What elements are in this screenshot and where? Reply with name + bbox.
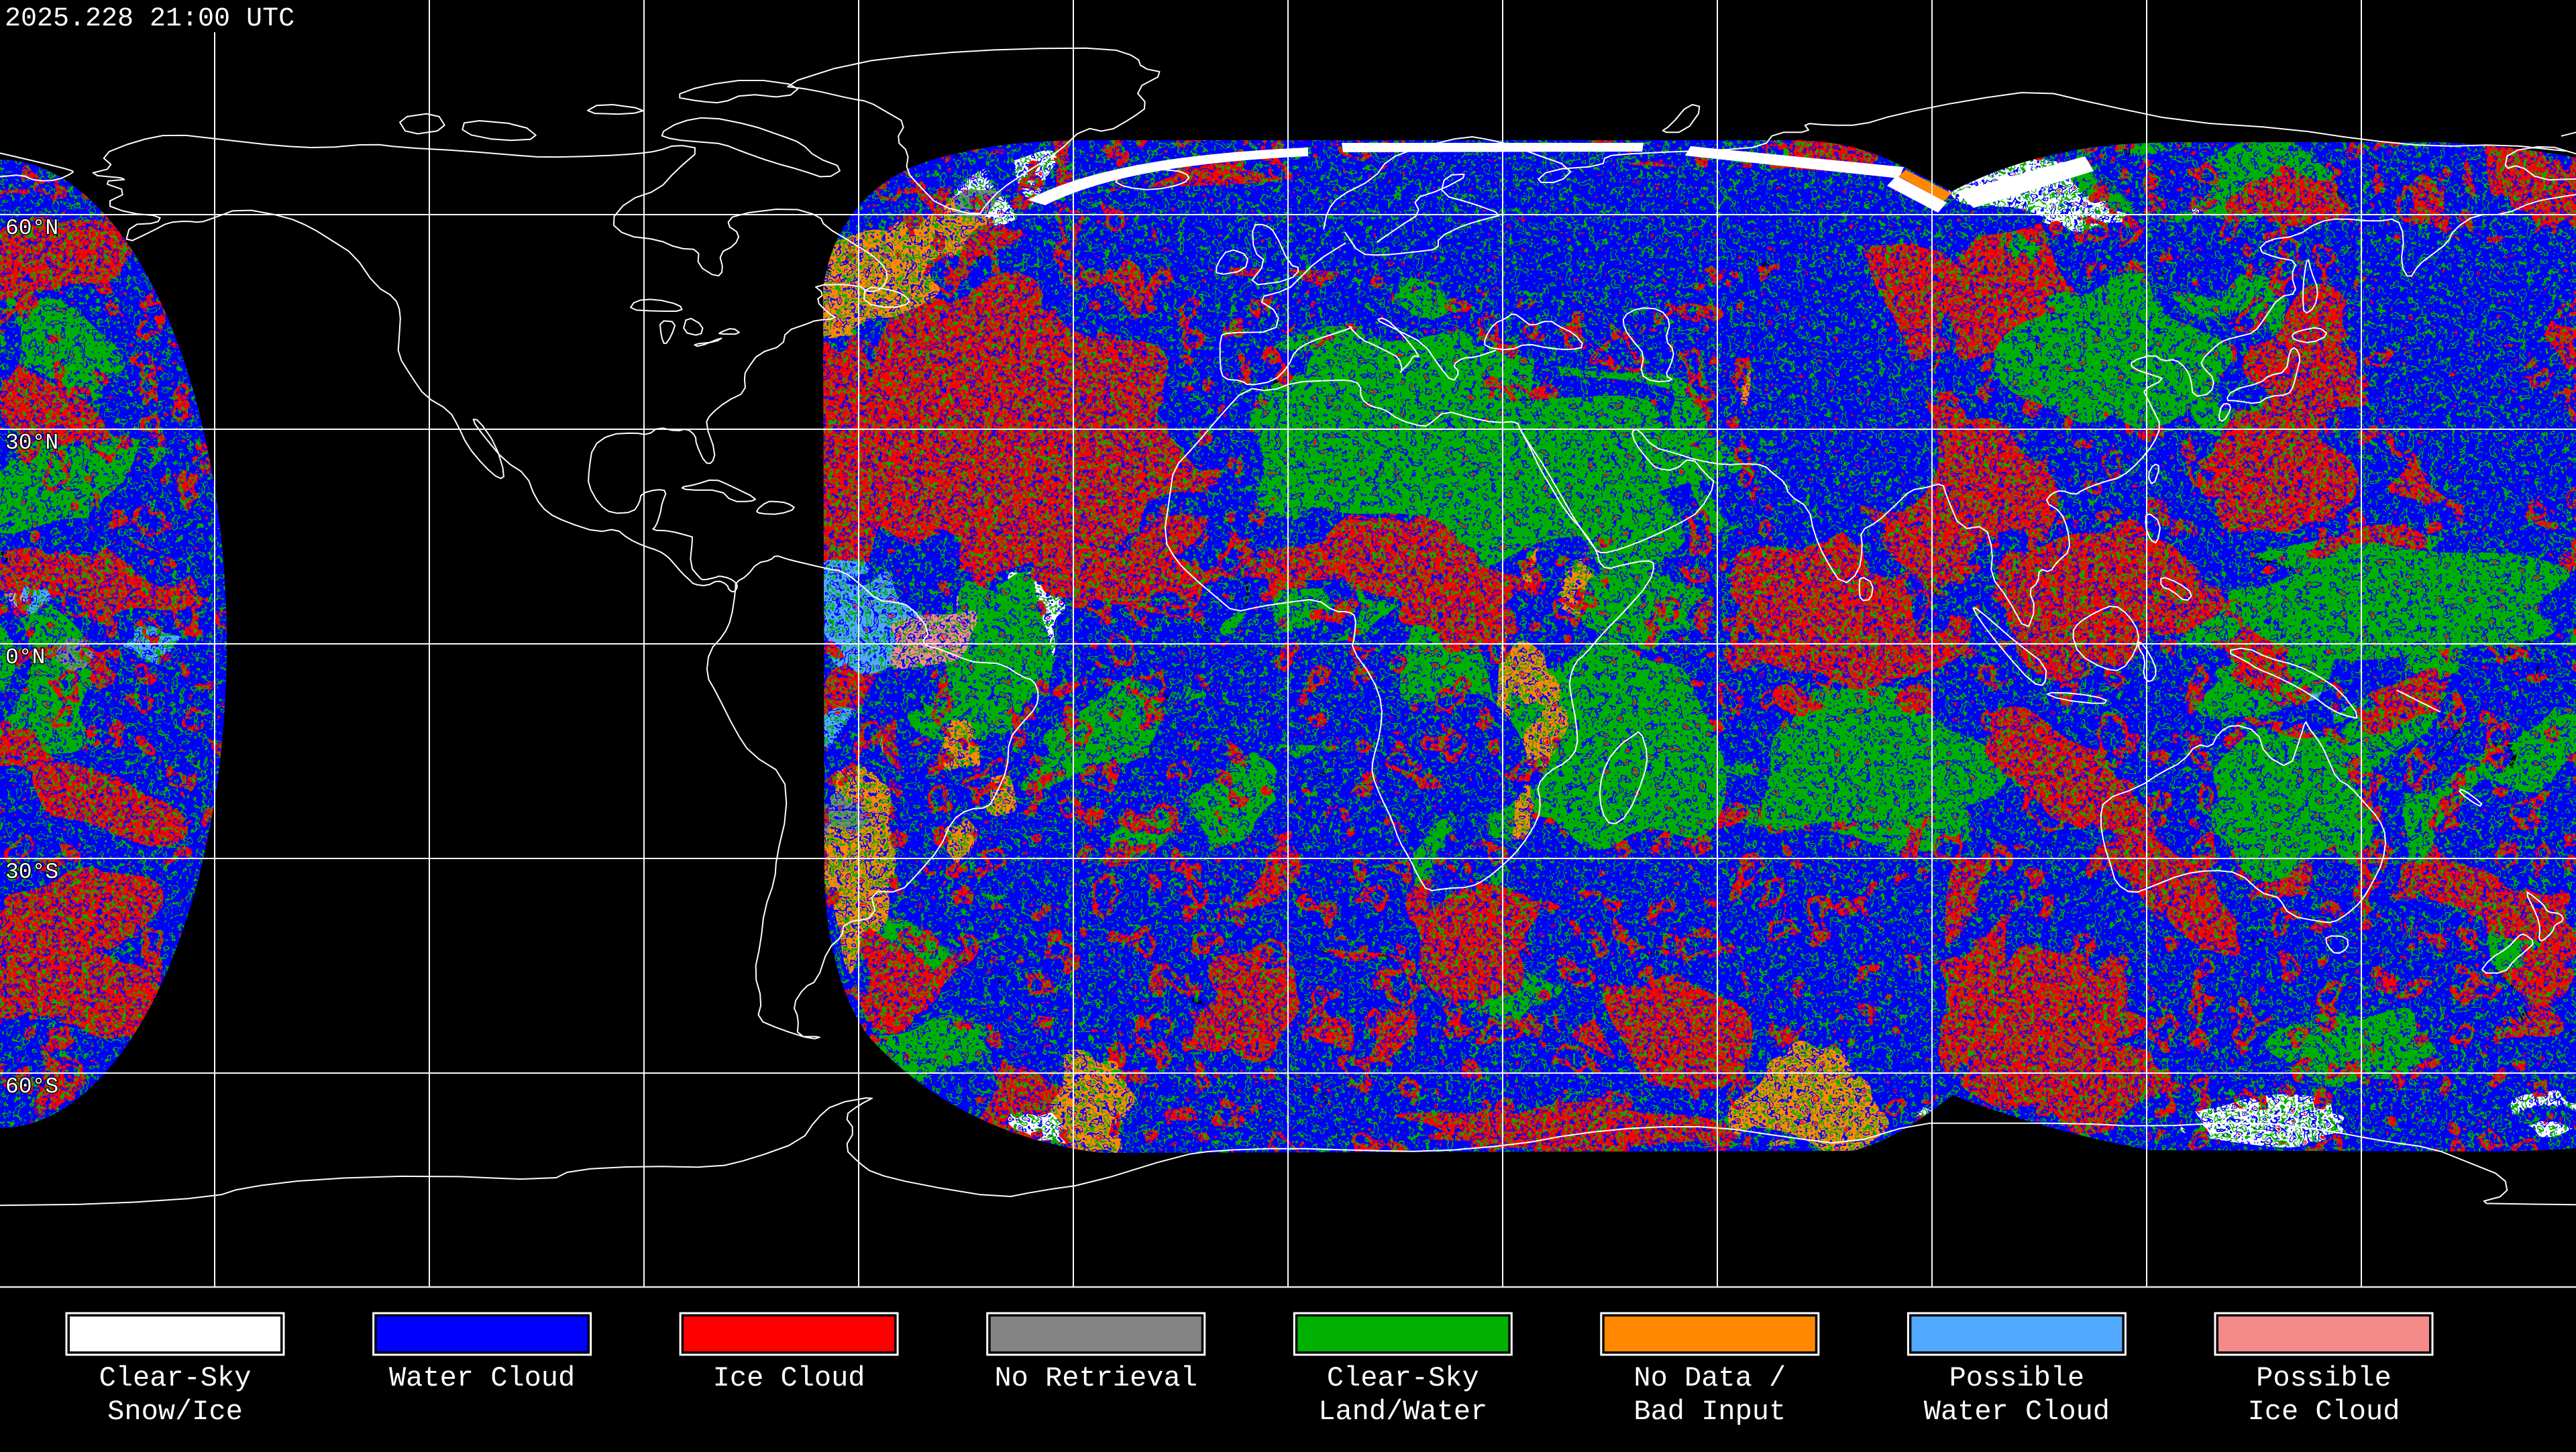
svg-text:30°N: 30°N bbox=[5, 431, 58, 455]
svg-text:Water Cloud: Water Cloud bbox=[389, 1362, 575, 1394]
svg-text:Land/Water: Land/Water bbox=[1318, 1396, 1487, 1428]
svg-text:Bad Input: Bad Input bbox=[1633, 1396, 1786, 1428]
svg-text:No Retrieval: No Retrieval bbox=[994, 1362, 1197, 1394]
svg-text:60°S: 60°S bbox=[5, 1074, 58, 1099]
svg-text:Ice Cloud: Ice Cloud bbox=[2248, 1396, 2400, 1428]
svg-text:60°N: 60°N bbox=[5, 216, 58, 241]
svg-text:Snow/Ice: Snow/Ice bbox=[107, 1396, 243, 1428]
svg-text:0°N: 0°N bbox=[5, 645, 45, 670]
svg-text:No Data /: No Data / bbox=[1633, 1362, 1786, 1394]
svg-text:30°S: 30°S bbox=[5, 860, 58, 885]
svg-text:Possible: Possible bbox=[2256, 1362, 2392, 1394]
svg-text:Possible: Possible bbox=[1949, 1362, 2085, 1394]
svg-text:2025.228 21:00 UTC: 2025.228 21:00 UTC bbox=[5, 4, 294, 34]
svg-text:Clear-Sky: Clear-Sky bbox=[99, 1362, 252, 1394]
svg-text:Ice Cloud: Ice Cloud bbox=[713, 1362, 865, 1394]
svg-text:Clear-Sky: Clear-Sky bbox=[1327, 1362, 1479, 1394]
svg-text:Water Cloud: Water Cloud bbox=[1924, 1396, 2110, 1428]
